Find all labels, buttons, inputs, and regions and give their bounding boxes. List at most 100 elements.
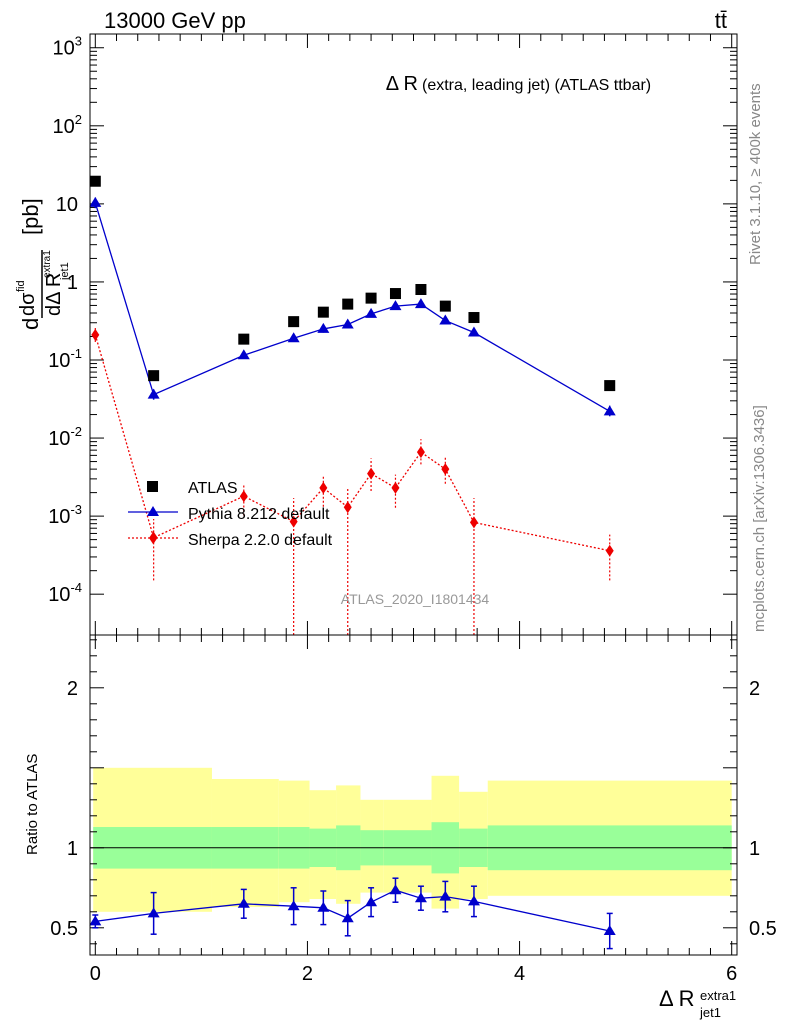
y-axis-fid: fid <box>15 280 27 292</box>
ratio-pythia-point <box>467 895 480 906</box>
ratio-pythia-point <box>147 907 160 918</box>
legend-pythia-marker <box>147 506 159 516</box>
atlas-data-point <box>317 306 329 318</box>
main-y-axis-label: d dσ fid dΔ R jet1 extra1 [pb] <box>15 198 71 330</box>
legend-sherpa-label: Sherpa 2.2.0 default <box>188 532 333 549</box>
atlas-data-point <box>288 316 300 328</box>
legend-atlas-label: ATLAS <box>188 480 238 497</box>
pythia-point <box>389 300 402 311</box>
pythia-point <box>603 405 616 416</box>
ratio-panel-series <box>89 877 616 950</box>
ratio-panel-frame <box>89 634 738 956</box>
ratio-pythia-point <box>237 897 250 908</box>
ratio-pythia-point <box>389 884 402 895</box>
sherpa-point <box>343 501 352 514</box>
atlas-data-point <box>89 175 101 187</box>
sherpa-point <box>289 515 298 528</box>
main-title-symbol: Δ R <box>386 73 418 95</box>
main-panel-series <box>89 175 616 635</box>
atlas-data-point <box>389 288 401 300</box>
x-axis-label-sub: jet1 <box>699 1005 721 1020</box>
atlas-data-point <box>468 312 480 324</box>
main-y-tick-label: 102 <box>53 112 82 138</box>
legend-pythia-label: Pythia 8.212 default <box>188 506 330 523</box>
x-axis-label-sup: extra1 <box>700 988 736 1003</box>
atlas-data-point <box>439 300 451 312</box>
sherpa-point <box>416 446 425 459</box>
atlas-data-point <box>604 380 616 392</box>
ratio-panel-ticks: 0.5 0.5 1 1 2 2 0 2 4 6 <box>50 635 777 985</box>
y-axis-denominator-sub: jet1 <box>59 262 71 281</box>
legend: ATLAS Pythia 8.212 default Sherpa 2.2.0 … <box>128 480 333 549</box>
pythia-point <box>365 307 378 318</box>
main-y-tick-label: 103 <box>53 34 82 60</box>
pythia-point <box>237 349 250 360</box>
x-tick-label: 2 <box>302 963 313 985</box>
ratio-pythia-point <box>365 896 378 907</box>
sherpa-point <box>239 490 248 503</box>
ratio-y-tick-label-right: 1 <box>749 838 760 860</box>
energy-label: 13000 GeV pp <box>104 8 246 33</box>
x-axis-label: Δ R extra1 jet1 <box>659 986 736 1020</box>
sherpa-point <box>605 544 614 557</box>
sherpa-point <box>441 463 450 476</box>
ratio-y-tick-label-right: 0.5 <box>749 918 777 940</box>
ratio-pythia-point <box>439 890 452 901</box>
main-y-tick-label: 10 <box>56 194 78 216</box>
main-panel-ticks: 10-4 10-3 10-2 10-1 1 10 102 103 <box>48 34 737 635</box>
sherpa-point <box>91 328 100 341</box>
main-y-tick-label: 10-2 <box>48 424 82 450</box>
x-tick-label: 0 <box>90 963 101 985</box>
ratio-pythia-point <box>287 900 300 911</box>
x-tick-label: 4 <box>514 963 525 985</box>
sherpa-point <box>469 516 478 529</box>
main-y-tick-label: 10-4 <box>48 580 82 606</box>
atlas-data-point <box>238 333 250 345</box>
pythia-point <box>467 326 480 337</box>
process-label: tt̄ <box>715 8 727 33</box>
ratio-y-tick-label: 2 <box>67 678 78 700</box>
x-tick-label: 6 <box>726 963 737 985</box>
ratio-y-tick-label: 0.5 <box>50 918 78 940</box>
pythia-point <box>287 332 300 343</box>
y-axis-denominator: dΔ R <box>43 273 65 316</box>
mcplots-reference-text: mcplots.cern.ch [arXiv:1306.3436] <box>751 405 768 632</box>
y-axis-unit: [pb] <box>18 198 43 235</box>
ratio-y-axis-label: Ratio to ATLAS <box>24 754 41 855</box>
pythia-point <box>147 388 160 399</box>
rivet-version-text: Rivet 3.1.10, ≥ 400k events <box>747 83 764 265</box>
x-axis-label-main: Δ R <box>659 986 694 1011</box>
main-y-tick-label: 10-1 <box>48 346 82 372</box>
legend-sherpa-marker <box>149 532 157 544</box>
ratio-pythia-line <box>95 889 610 932</box>
ratio-y-tick-label-right: 2 <box>749 678 760 700</box>
atlas-data-point <box>415 283 427 295</box>
y-axis-d: d <box>18 318 43 330</box>
analysis-id-watermark: ATLAS_2020_I1801434 <box>341 591 490 607</box>
y-axis-denominator-sup: extra1 <box>42 250 53 278</box>
ratio-pythia-point <box>414 892 427 903</box>
ratio-pythia-point <box>341 912 354 923</box>
y-axis-numerator: dσ <box>17 292 39 316</box>
atlas-data-point <box>148 370 160 382</box>
ratio-y-tick-label: 1 <box>67 838 78 860</box>
atlas-data-point <box>342 298 354 310</box>
sherpa-line <box>94 334 610 552</box>
main-y-tick-label: 10-3 <box>48 502 82 528</box>
pythia-point <box>89 196 102 207</box>
pythia-point <box>414 298 427 309</box>
ratio-pythia-point <box>603 925 616 935</box>
sherpa-point <box>391 481 400 494</box>
pythia-point <box>341 318 354 329</box>
ratio-pythia-point <box>89 915 102 926</box>
pythia-point <box>439 314 452 325</box>
pythia-point <box>317 322 330 333</box>
atlas-data-point <box>365 292 377 304</box>
ratio-pythia-point <box>317 901 330 912</box>
legend-atlas-marker <box>147 481 158 492</box>
sherpa-point <box>319 481 328 494</box>
ratio-uncertainty-bands <box>90 767 737 912</box>
main-y-tick-label: 1 <box>67 272 78 294</box>
sherpa-point <box>367 467 376 480</box>
